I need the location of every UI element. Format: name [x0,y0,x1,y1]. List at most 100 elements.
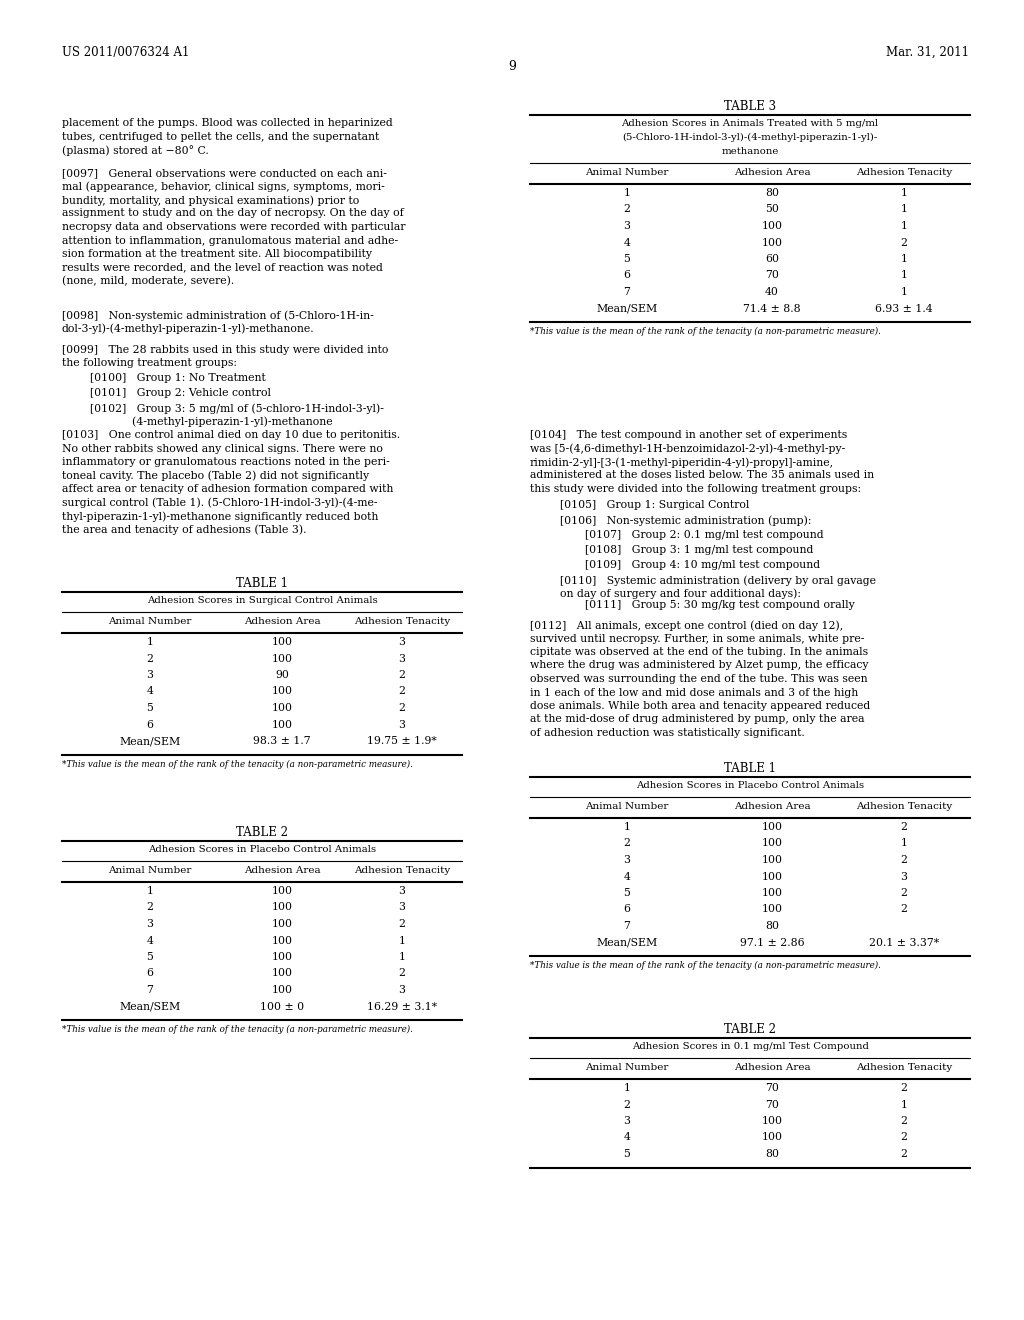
Text: *This value is the mean of the rank of the tenacity (a non-parametric measure).: *This value is the mean of the rank of t… [530,961,881,970]
Text: 2: 2 [624,838,631,849]
Text: 3: 3 [146,671,154,680]
Text: 4: 4 [624,871,630,882]
Text: 6: 6 [146,969,154,978]
Text: 2: 2 [900,1082,907,1093]
Text: 50: 50 [765,205,779,214]
Text: on day of surgery and four additional days):: on day of surgery and four additional da… [560,589,801,599]
Text: this study were divided into the following treatment groups:: this study were divided into the followi… [530,484,861,494]
Text: Adhesion Scores in 0.1 mg/ml Test Compound: Adhesion Scores in 0.1 mg/ml Test Compou… [632,1041,868,1051]
Text: 3: 3 [398,985,406,995]
Text: 100: 100 [762,238,782,248]
Text: 3: 3 [398,719,406,730]
Text: (4-methyl-piperazin-1-yl)-methanone: (4-methyl-piperazin-1-yl)-methanone [90,417,333,428]
Text: 20.1 ± 3.37*: 20.1 ± 3.37* [869,937,939,948]
Text: [0108]   Group 3: 1 mg/ml test compound: [0108] Group 3: 1 mg/ml test compound [585,545,813,554]
Text: Adhesion Scores in Placebo Control Animals: Adhesion Scores in Placebo Control Anima… [147,845,376,854]
Text: 70: 70 [765,1082,779,1093]
Text: 2: 2 [398,919,406,929]
Text: 5: 5 [624,1148,630,1159]
Text: 97.1 ± 2.86: 97.1 ± 2.86 [739,937,804,948]
Text: 3: 3 [146,919,154,929]
Text: 3: 3 [624,220,631,231]
Text: Adhesion Tenacity: Adhesion Tenacity [856,1063,952,1072]
Text: Adhesion Area: Adhesion Area [733,1063,810,1072]
Text: 100: 100 [271,704,293,713]
Text: 6: 6 [146,719,154,730]
Text: [0100]   Group 1: No Treatment: [0100] Group 1: No Treatment [90,374,266,383]
Text: [0103]   One control animal died on day 10 due to peritonitis.: [0103] One control animal died on day 10… [62,430,400,440]
Text: 100: 100 [762,871,782,882]
Text: (5-Chloro-1H-indol-3-yl)-(4-methyl-piperazin-1-yl)-: (5-Chloro-1H-indol-3-yl)-(4-methyl-piper… [623,133,878,143]
Text: 1: 1 [900,253,907,264]
Text: 3: 3 [624,855,631,865]
Text: 4: 4 [146,686,154,697]
Text: 2: 2 [398,704,406,713]
Text: 100: 100 [762,822,782,832]
Text: 100: 100 [762,1115,782,1126]
Text: Adhesion Tenacity: Adhesion Tenacity [354,866,451,875]
Text: 80: 80 [765,1148,779,1159]
Text: tubes, centrifuged to pellet the cells, and the supernatant: tubes, centrifuged to pellet the cells, … [62,132,379,141]
Text: [0099]   The 28 rabbits used in this study were divided into: [0099] The 28 rabbits used in this study… [62,345,388,355]
Text: 100: 100 [271,936,293,945]
Text: 70: 70 [765,271,779,281]
Text: survived until necropsy. Further, in some animals, white pre-: survived until necropsy. Further, in som… [530,634,864,644]
Text: 100: 100 [271,886,293,896]
Text: 7: 7 [624,286,630,297]
Text: 100: 100 [271,686,293,697]
Text: [0104]   The test compound in another set of experiments: [0104] The test compound in another set … [530,430,847,440]
Text: 1: 1 [900,271,907,281]
Text: 1: 1 [900,220,907,231]
Text: 19.75 ± 1.9*: 19.75 ± 1.9* [368,737,437,746]
Text: 2: 2 [398,969,406,978]
Text: was [5-(4,6-dimethyl-1H-benzoimidazol-2-yl)-4-methyl-py-: was [5-(4,6-dimethyl-1H-benzoimidazol-2-… [530,444,845,454]
Text: TABLE 3: TABLE 3 [724,100,776,114]
Text: TABLE 2: TABLE 2 [236,826,288,840]
Text: placement of the pumps. Blood was collected in heparinized: placement of the pumps. Blood was collec… [62,117,393,128]
Text: [0112]   All animals, except one control (died on day 12),: [0112] All animals, except one control (… [530,620,843,631]
Text: 98.3 ± 1.7: 98.3 ± 1.7 [253,737,311,746]
Text: Animal Number: Animal Number [585,168,669,177]
Text: Adhesion Scores in Surgical Control Animals: Adhesion Scores in Surgical Control Anim… [146,597,378,605]
Text: 6: 6 [624,271,631,281]
Text: inflammatory or granulomatous reactions noted in the peri-: inflammatory or granulomatous reactions … [62,457,390,467]
Text: [0107]   Group 2: 0.1 mg/ml test compound: [0107] Group 2: 0.1 mg/ml test compound [585,531,823,540]
Text: 1: 1 [900,1100,907,1110]
Text: 2: 2 [900,1148,907,1159]
Text: 5: 5 [146,704,154,713]
Text: 100: 100 [762,1133,782,1143]
Text: 1: 1 [146,886,154,896]
Text: 2: 2 [146,903,154,912]
Text: mal (appearance, behavior, clinical signs, symptoms, mori-: mal (appearance, behavior, clinical sign… [62,181,385,193]
Text: necropsy data and observations were recorded with particular: necropsy data and observations were reco… [62,222,406,232]
Text: assignment to study and on the day of necropsy. On the day of: assignment to study and on the day of ne… [62,209,403,219]
Text: 2: 2 [398,686,406,697]
Text: (none, mild, moderate, severe).: (none, mild, moderate, severe). [62,276,234,286]
Text: Adhesion Area: Adhesion Area [733,803,810,810]
Text: Adhesion Area: Adhesion Area [244,866,321,875]
Text: Animal Number: Animal Number [109,616,191,626]
Text: [0106]   Non-systemic administration (pump):: [0106] Non-systemic administration (pump… [560,515,811,525]
Text: Mean/SEM: Mean/SEM [596,937,657,948]
Text: at the mid-dose of drug administered by pump, only the area: at the mid-dose of drug administered by … [530,714,864,725]
Text: *This value is the mean of the rank of the tenacity (a non-parametric measure).: *This value is the mean of the rank of t… [530,327,881,337]
Text: Adhesion Scores in Animals Treated with 5 mg/ml: Adhesion Scores in Animals Treated with … [622,119,879,128]
Text: Animal Number: Animal Number [585,1063,669,1072]
Text: Adhesion Area: Adhesion Area [733,168,810,177]
Text: administered at the doses listed below. The 35 animals used in: administered at the doses listed below. … [530,470,874,480]
Text: 4: 4 [624,238,630,248]
Text: of adhesion reduction was statistically significant.: of adhesion reduction was statistically … [530,729,805,738]
Text: 80: 80 [765,187,779,198]
Text: 100: 100 [271,985,293,995]
Text: 1: 1 [398,936,406,945]
Text: 1: 1 [624,187,631,198]
Text: Mar. 31, 2011: Mar. 31, 2011 [886,46,969,59]
Text: 2: 2 [624,205,631,214]
Text: 60: 60 [765,253,779,264]
Text: 71.4 ± 8.8: 71.4 ± 8.8 [743,304,801,314]
Text: 100: 100 [762,838,782,849]
Text: [0109]   Group 4: 10 mg/ml test compound: [0109] Group 4: 10 mg/ml test compound [585,560,820,570]
Text: in 1 each of the low and mid dose animals and 3 of the high: in 1 each of the low and mid dose animal… [530,688,858,697]
Text: (plasma) stored at −80° C.: (plasma) stored at −80° C. [62,145,209,156]
Text: 2: 2 [146,653,154,664]
